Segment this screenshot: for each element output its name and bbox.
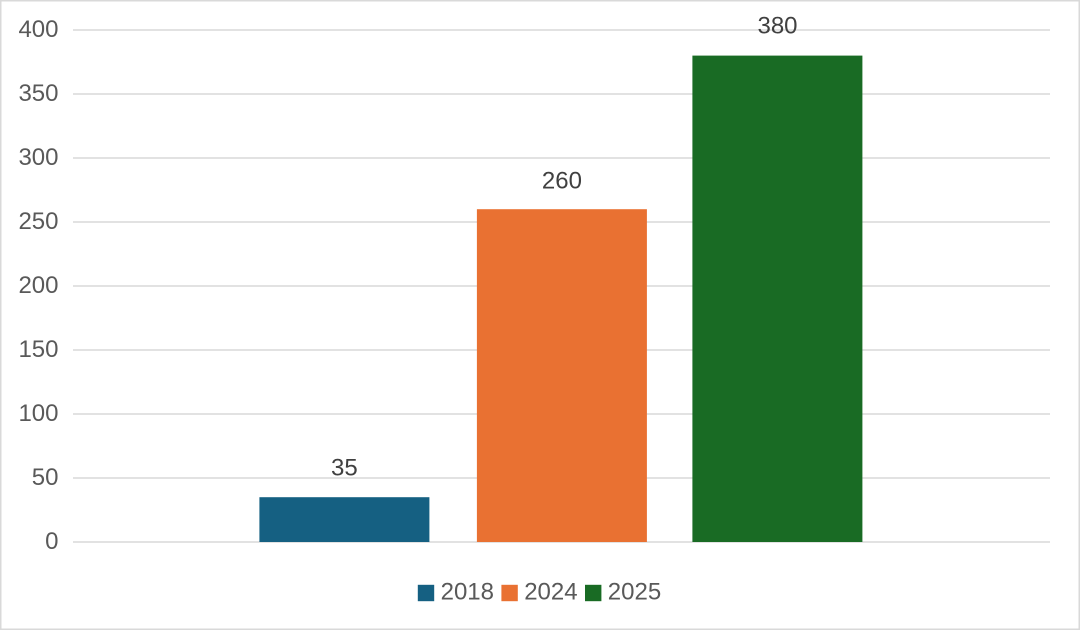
svg-text:2025: 2025 xyxy=(608,579,661,606)
svg-text:2024: 2024 xyxy=(524,579,577,606)
svg-text:0: 0 xyxy=(45,528,58,555)
svg-text:250: 250 xyxy=(18,208,58,235)
svg-text:35: 35 xyxy=(331,455,358,482)
svg-text:380: 380 xyxy=(757,13,797,40)
svg-text:260: 260 xyxy=(542,168,582,195)
svg-text:300: 300 xyxy=(18,144,58,171)
svg-text:50: 50 xyxy=(32,464,59,491)
svg-text:100: 100 xyxy=(18,400,58,427)
svg-text:400: 400 xyxy=(18,16,58,43)
svg-text:350: 350 xyxy=(18,80,58,107)
svg-text:150: 150 xyxy=(18,336,58,363)
svg-text:200: 200 xyxy=(18,272,58,299)
svg-text:2018: 2018 xyxy=(441,579,494,606)
